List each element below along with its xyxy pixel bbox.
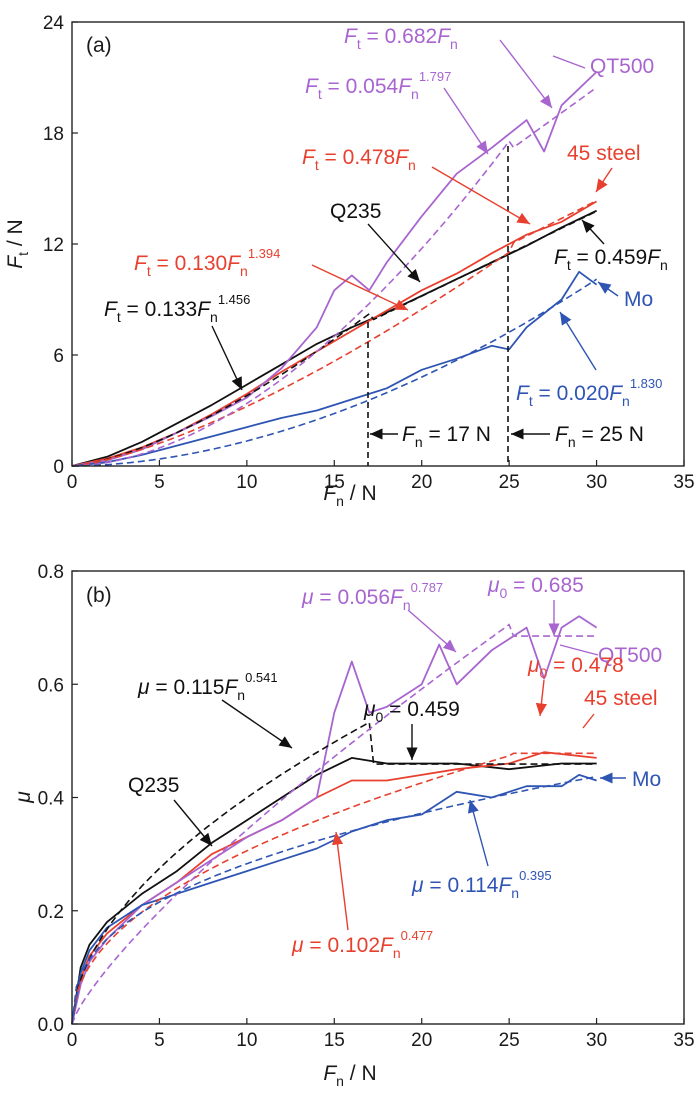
x-tick-label: 35 — [673, 472, 694, 493]
arrow-a-qt500-name — [552, 55, 586, 69]
ann-b-q235-mu0: μ0 = 0.459 — [363, 698, 460, 725]
arrow-a-mo-name — [597, 281, 619, 297]
ann-a-45-name: 45 steel — [567, 142, 641, 165]
ann-b-qt500-mu0: μ0 = 0.685 — [487, 574, 584, 601]
arrow-b-45-name — [582, 713, 595, 729]
series-line-45-steel — [71, 200, 598, 467]
panel-a: Fn = 17 N Fn = 25 N 0 5 10 15 20 25 30 35 0 6 12 18… — [4, 13, 695, 509]
arrow-b-mo-power — [467, 799, 489, 867]
panel-a-xlabel: Fn / N — [323, 482, 376, 509]
x-tick-label: 30 — [586, 472, 607, 493]
arrow-a-45-power — [311, 264, 409, 311]
ann-a-45-power: Ft = 0.130Fn1.394 — [134, 246, 280, 279]
fit-curve-q235 — [71, 721, 597, 1025]
ref-label-17: Fn = 17 N — [402, 423, 491, 450]
ann-a-mo-name: Mo — [624, 288, 653, 311]
arrow-a-q235-power — [211, 325, 243, 391]
arrow-b-qt500-power — [407, 609, 457, 653]
panel-b-ylabel: μ — [12, 791, 35, 804]
arrow-a-45-name — [595, 167, 613, 193]
panel-b-series — [71, 615, 598, 1025]
x-tick-label: 5 — [154, 1030, 165, 1051]
ann-a-qt500-name: QT500 — [590, 55, 654, 78]
y-tick-label: 0.0 — [38, 1015, 64, 1036]
arrow-a-mo-power — [559, 311, 597, 371]
arrow-a-qt500-power — [443, 87, 489, 155]
x-tick-label: 10 — [236, 1030, 257, 1051]
x-tick-label: 35 — [673, 1030, 694, 1051]
ann-a-qt500-linear: Ft = 0.682Fn — [344, 25, 458, 52]
arrow-a-45-linear — [431, 166, 531, 225]
panel-b-xlabel: Fn / N — [323, 1062, 376, 1089]
series-line-qt500 — [71, 615, 598, 1025]
ann-b-q235-power: μ = 0.115Fn0.541 — [137, 670, 278, 703]
y-tick-label: 0.8 — [38, 562, 64, 583]
x-tick-label: 25 — [499, 1030, 520, 1051]
y-tick-label: 24 — [43, 13, 65, 34]
x-tick-label: 25 — [499, 472, 520, 493]
y-tick-label: 18 — [43, 124, 64, 145]
arrow-b-45-power — [331, 831, 349, 931]
ann-a-q235-linear: Ft = 0.459Fn — [554, 246, 668, 273]
fit-curve-qt500 — [71, 86, 598, 467]
panel-a-ticks: 0 5 10 15 20 25 30 35 0 6 12 18 24 — [43, 13, 695, 493]
y-tick-label: 12 — [43, 235, 64, 256]
fit-curve-q235 — [71, 210, 597, 467]
panel-b-label: (b) — [86, 584, 112, 607]
panel-b: 0 5 10 15 20 25 30 35 0.0 0.2 0.4 0.6 0.8 (b) Fn / N… — [12, 562, 695, 1089]
panel-a-label: (a) — [86, 34, 112, 57]
ann-b-qt500-name: QT500 — [598, 644, 662, 667]
ann-b-qt500-power: μ = 0.056Fn0.787 — [301, 580, 443, 613]
x-tick-label: 30 — [586, 1030, 607, 1051]
x-tick-label: 10 — [236, 472, 257, 493]
fit-curve-mo — [72, 278, 598, 467]
y-tick-label: 0.4 — [38, 789, 65, 810]
panel-a-fits — [71, 86, 598, 467]
series-line-mo — [71, 774, 597, 1025]
panel-a-ylabel: Ft / N — [4, 219, 31, 268]
ann-b-mo-name: Mo — [632, 768, 661, 791]
ann-a-45-linear: Ft = 0.478Fn — [302, 146, 416, 173]
ref-label-25: Fn = 25 N — [555, 423, 644, 450]
arrow-b-45-mu0 — [535, 679, 547, 717]
x-tick-label: 15 — [324, 1030, 345, 1051]
y-tick-label: 0.6 — [38, 675, 64, 696]
arrow-b-q235-power — [221, 699, 293, 749]
series-line-mo — [71, 270, 598, 467]
ann-a-q235-name: Q235 — [330, 200, 381, 223]
y-tick-label: 0.2 — [38, 902, 64, 923]
arrow-a-qt500-linear — [499, 39, 553, 109]
x-tick-label: 15 — [324, 472, 345, 493]
ann-b-45-power: μ = 0.102Fn0.477 — [291, 928, 433, 961]
ann-b-q235-name: Q235 — [128, 774, 179, 797]
ann-a-qt500-power: Ft = 0.054Fn1.797 — [305, 69, 451, 102]
arrow-a-q235-linear — [581, 219, 605, 245]
y-tick-label: 6 — [53, 346, 64, 367]
x-tick-label: 5 — [154, 472, 165, 493]
y-tick-label: 0 — [53, 457, 64, 478]
ann-b-45-name: 45 steel — [584, 687, 658, 710]
series-line-q235 — [71, 757, 597, 1025]
arrow-a-q235-name — [367, 223, 421, 283]
ann-b-45-mu0: μ0 = 0.478 — [527, 654, 624, 681]
x-tick-label: 20 — [411, 1030, 432, 1051]
fit-curve-45-steel — [71, 199, 597, 467]
ann-a-mo-power: Ft = 0.020Fn1.830 — [516, 376, 662, 409]
arrow-b-q235-name — [173, 799, 213, 847]
panel-b-ticks: 0 5 10 15 20 25 30 35 0.0 0.2 0.4 0.6 0.8 — [38, 562, 695, 1051]
arrow-b-qt500-name — [559, 644, 599, 656]
x-tick-label: 0 — [67, 472, 78, 493]
fit-curve-qt500 — [71, 623, 597, 1025]
fit-curve-45-steel — [71, 752, 597, 1025]
ann-a-q235-power: Ft = 0.133Fn1.456 — [104, 292, 250, 325]
x-tick-label: 0 — [67, 1030, 78, 1051]
x-tick-label: 20 — [411, 472, 432, 493]
ann-b-mo-power: μ = 0.114Fn0.395 — [411, 868, 552, 901]
